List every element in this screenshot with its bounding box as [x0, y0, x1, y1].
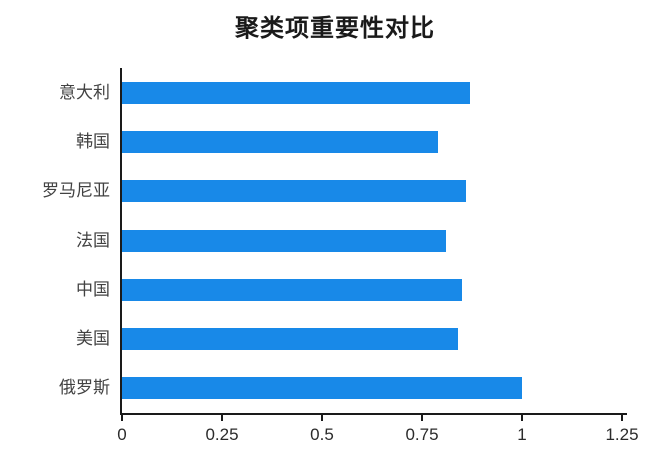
- bar[interactable]: [122, 180, 466, 203]
- category-label: 美国: [76, 329, 110, 349]
- x-axis-tick-label: 0: [117, 425, 127, 444]
- bar[interactable]: [122, 278, 462, 301]
- x-axis-tick-label: 0.5: [310, 425, 334, 444]
- x-axis-tick-label: 1.25: [605, 425, 639, 444]
- x-axis-tick-label: 0.75: [405, 425, 439, 444]
- bar[interactable]: [122, 377, 522, 400]
- category-label: 罗马尼亚: [42, 181, 110, 201]
- y-axis-category-labels: 意大利韩国罗马尼亚法国中国美国俄罗斯: [0, 68, 110, 413]
- bar[interactable]: [122, 130, 438, 153]
- x-axis-tick: [121, 415, 123, 421]
- category-label: 中国: [76, 279, 110, 299]
- x-axis-tick: [221, 415, 223, 421]
- x-axis-tick: [621, 415, 623, 421]
- x-axis-tick: [521, 415, 523, 421]
- x-axis-tick-label: 1: [517, 425, 527, 444]
- x-axis-tick-label: 0.25: [205, 425, 239, 444]
- bar[interactable]: [122, 328, 458, 351]
- bar[interactable]: [122, 229, 446, 252]
- category-label: 意大利: [59, 82, 110, 102]
- chart-title: 聚类项重要性对比: [235, 15, 435, 42]
- category-label: 韩国: [76, 131, 110, 151]
- x-axis-tick: [421, 415, 423, 421]
- category-label: 法国: [76, 230, 110, 250]
- category-label: 俄罗斯: [59, 378, 110, 398]
- x-axis-tick: [321, 415, 323, 421]
- bar[interactable]: [122, 81, 470, 104]
- plot-area: 0 0.25 0.5 0.75 1 1.25: [117, 68, 639, 444]
